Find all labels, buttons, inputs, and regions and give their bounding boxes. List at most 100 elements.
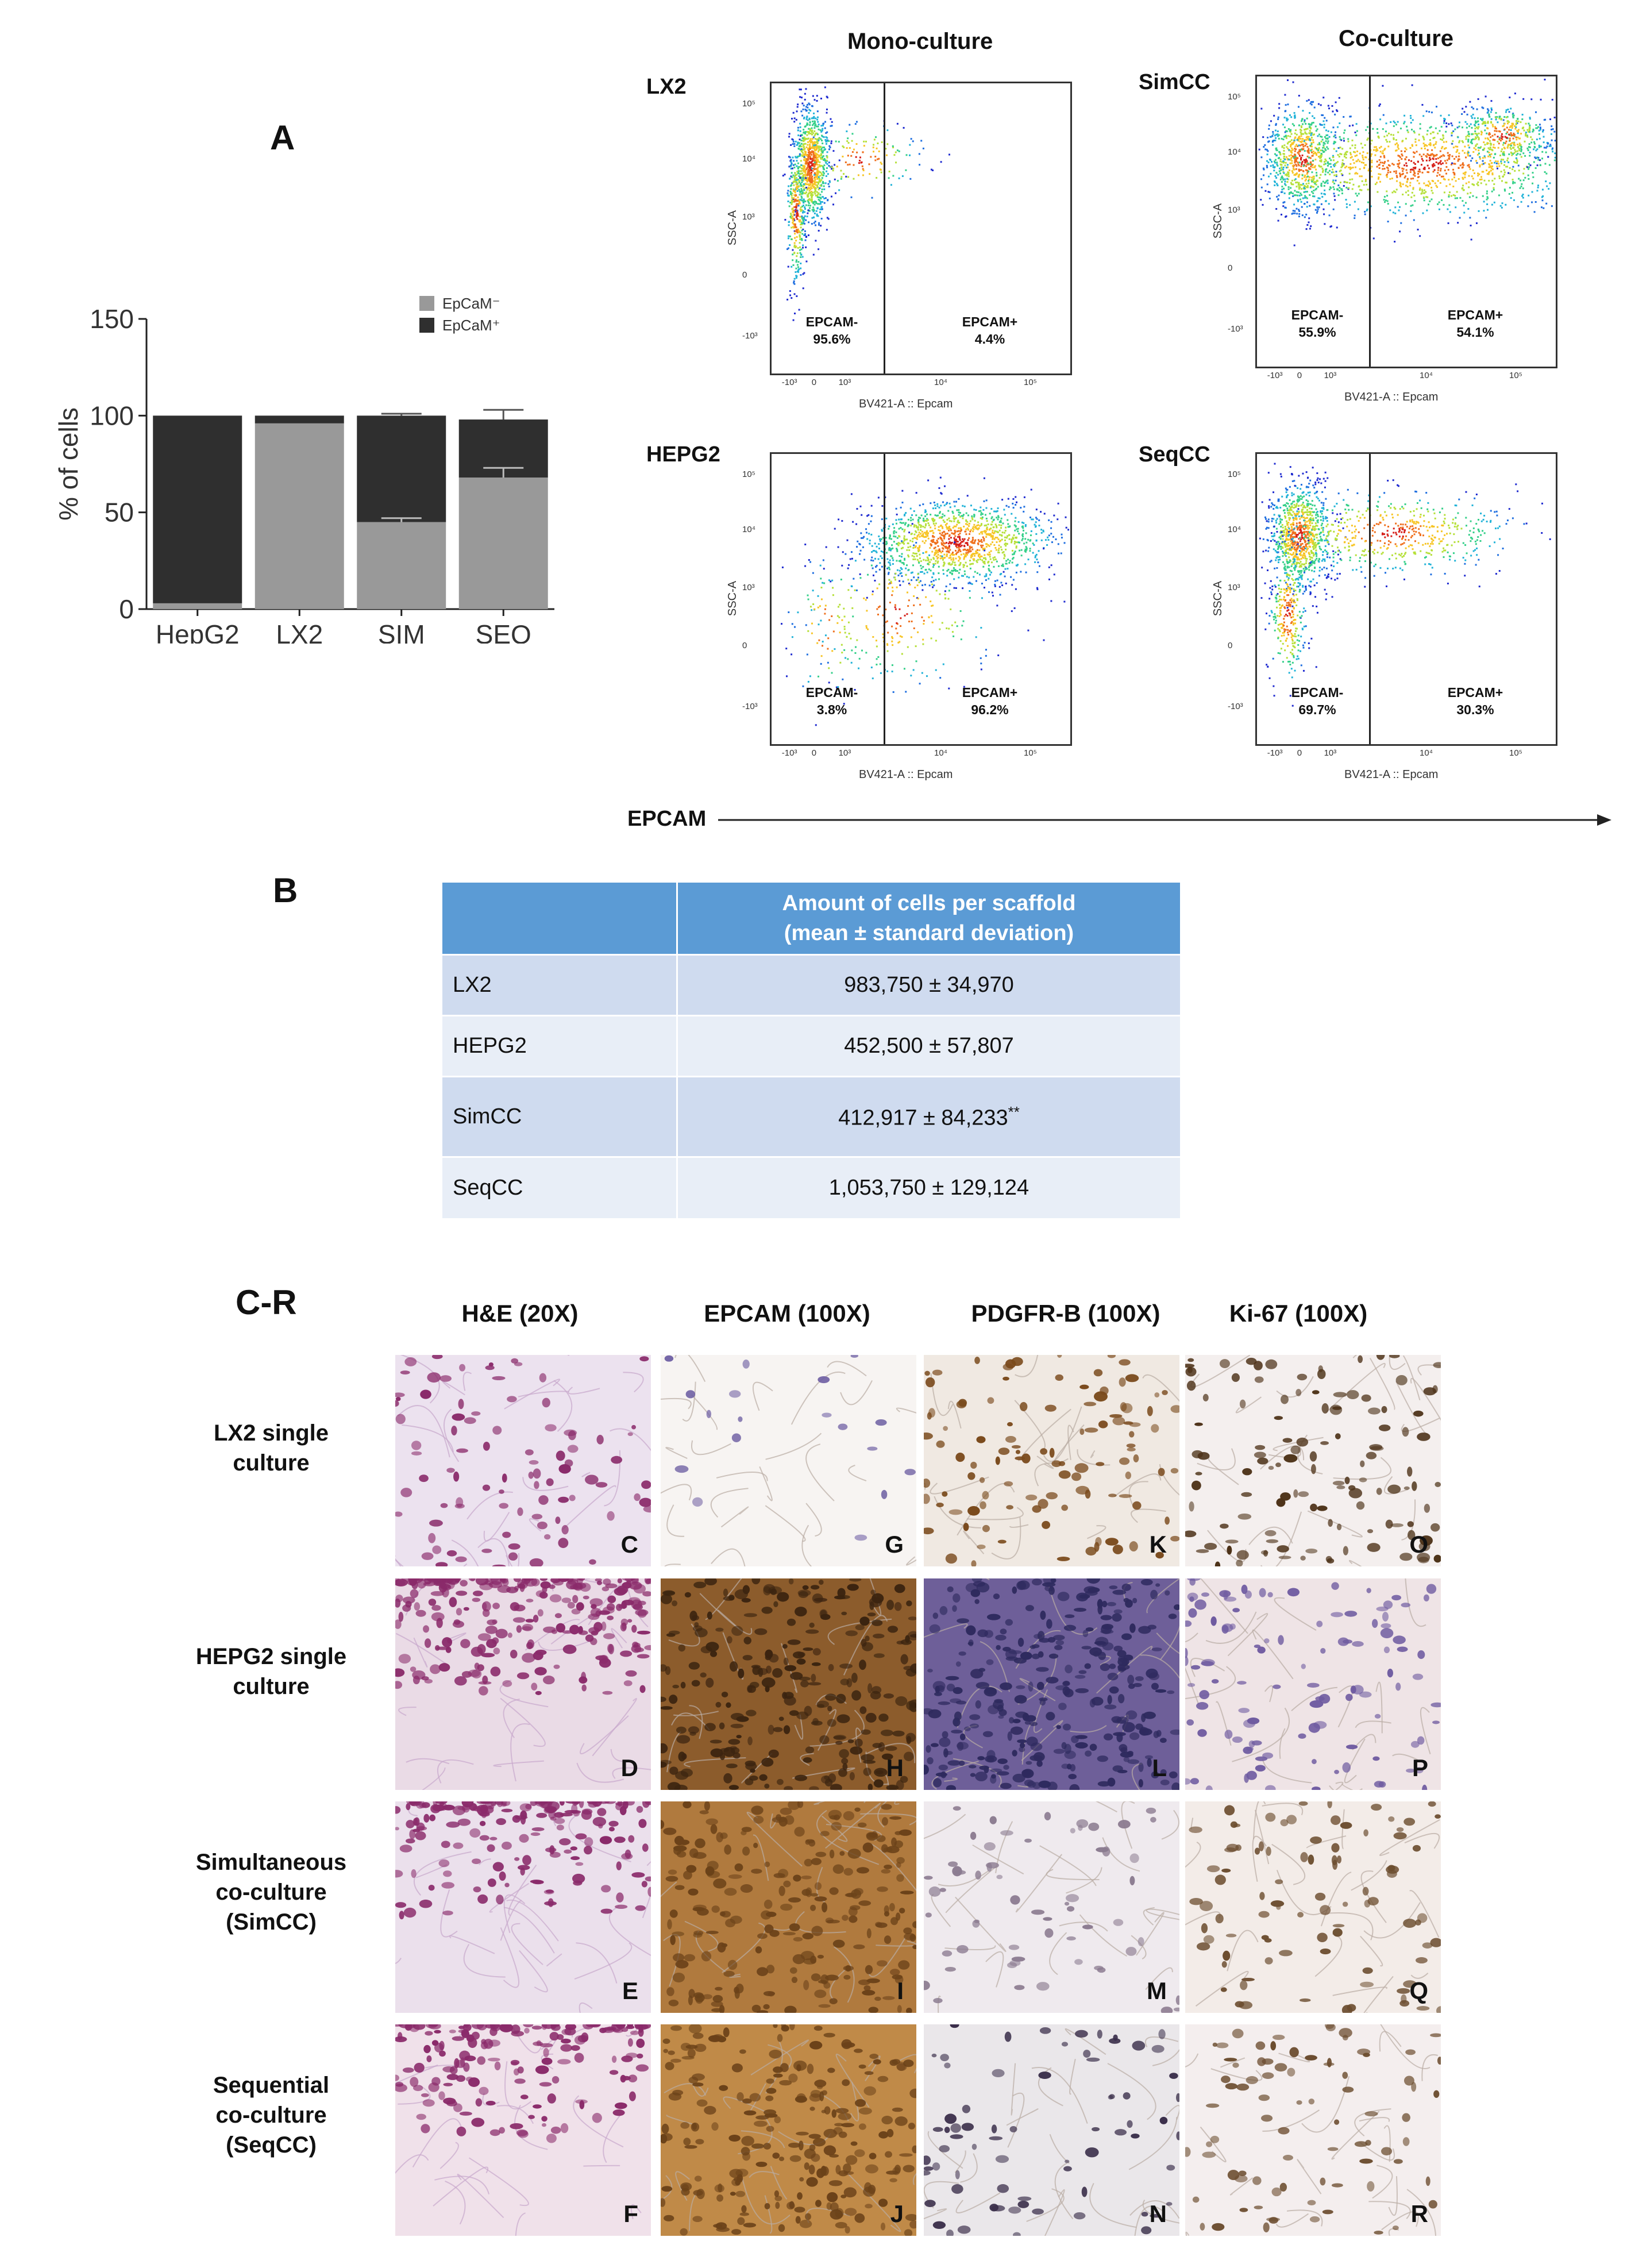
column-header: Ki-67 (100X)	[1229, 1300, 1368, 1327]
micrograph-texture	[1185, 1801, 1441, 2013]
flow-y-axis-label: SSC-A	[726, 210, 739, 245]
flow-x-axis-label: BV421-A :: Epcam	[1344, 768, 1439, 781]
flow-scatter-plot: EPCAM- 55.9% EPCAM+ 54.1%	[1255, 75, 1557, 368]
micrograph-tile: P	[1185, 1578, 1441, 1790]
row-label-line: co-culture	[215, 2103, 327, 2128]
micrograph-tile: K	[924, 1355, 1179, 1566]
panel-label-b: B	[273, 871, 298, 910]
gate-epcam-neg: EPCAM- 55.9%	[1283, 306, 1352, 341]
gate-name: EPCAM+	[1447, 307, 1503, 322]
cell-count-table: Amount of cells per scaffold (mean ± sta…	[442, 883, 1182, 1218]
table-cell-name: SimCC	[442, 1076, 678, 1157]
gate-epcam-pos: EPCAM+ 54.1%	[1441, 306, 1510, 341]
flow-dots	[782, 86, 950, 321]
micrograph-tile: G	[661, 1355, 916, 1566]
flow-y-tick: 10³	[1228, 583, 1240, 593]
flow-title-co: Co-culture	[1339, 26, 1453, 51]
column-header: EPCAM (100X)	[704, 1300, 870, 1327]
flow-x-tick: 10³	[1324, 748, 1337, 758]
flow-x-axis-label: BV421-A :: Epcam	[859, 768, 953, 781]
flow-x-tick: 0	[811, 378, 817, 387]
bar-epcam-neg	[255, 423, 344, 609]
micrograph-tile: H	[661, 1578, 916, 1790]
micrograph-texture	[924, 1578, 1179, 1790]
panel-letter: Q	[1409, 1977, 1428, 2004]
cell-value-text: 412,917 ± 84,233	[838, 1106, 1008, 1130]
flow-y-tick: 10³	[742, 212, 755, 222]
table-row: LX2 983,750 ± 34,970	[442, 954, 1182, 1016]
table-header-line1: Amount of cells per scaffold	[782, 891, 1076, 915]
flow-y-tick: 10⁴	[742, 525, 756, 535]
micrograph-texture	[395, 1355, 651, 1566]
legend-swatch	[419, 296, 434, 311]
table-cell-name: LX2	[442, 954, 678, 1016]
table-cell-value: 452,500 ± 57,807	[677, 1015, 1182, 1077]
gate-divider	[1369, 76, 1371, 367]
flow-x-tick: 10⁵	[1024, 378, 1037, 387]
micrograph-texture	[924, 1355, 1179, 1566]
panel-letter: P	[1412, 1754, 1428, 1781]
panel-letter: J	[890, 2200, 904, 2227]
panel-letter: E	[622, 1977, 638, 2004]
flow-y-tick: 0	[1228, 263, 1233, 274]
table-cell-name: HEPG2	[442, 1015, 678, 1077]
micrograph-texture	[1185, 1578, 1441, 1790]
panel-label-a: A	[270, 118, 295, 157]
micrograph-tile: F	[395, 2024, 651, 2236]
gate-epcam-neg: EPCAM- 3.8%	[797, 684, 866, 718]
gate-percent: 3.8%	[816, 702, 847, 717]
flow-x-tick: -10³	[1267, 371, 1283, 380]
gate-percent: 55.9%	[1298, 325, 1336, 340]
flow-y-tick: 0	[742, 270, 747, 280]
column-header: PDGFR-B (100X)	[971, 1300, 1160, 1327]
flow-title-mono: Mono-culture	[847, 29, 993, 54]
flow-dots	[781, 476, 1070, 726]
gate-divider	[884, 454, 885, 744]
flow-scatter-plot: EPCAM- 3.8% EPCAM+ 96.2%	[770, 452, 1072, 746]
row-label-line: (SeqCC)	[226, 2132, 317, 2158]
flow-y-axis-label: SSC-A	[726, 580, 739, 616]
flow-x-tick: -10³	[1267, 748, 1283, 758]
panel-letter: M	[1147, 1977, 1167, 2004]
gate-percent: 96.2%	[971, 702, 1009, 717]
cell-value-text: 1,053,750 ± 129,124	[828, 1175, 1030, 1200]
y-tick-label: 150	[90, 304, 134, 334]
gate-epcam-pos: EPCAM+ 96.2%	[955, 684, 1024, 718]
gate-percent: 95.6%	[813, 332, 851, 346]
panel-letter: H	[886, 1754, 904, 1781]
flow-scatter-plot: EPCAM- 95.6% EPCAM+ 4.4%	[770, 82, 1072, 375]
y-tick-label: 0	[119, 594, 134, 624]
flow-y-tick: 0	[1228, 641, 1233, 651]
flow-x-tick: -10³	[781, 378, 797, 387]
flow-y-tick: 10⁴	[742, 154, 756, 164]
micrograph-tile: Q	[1185, 1801, 1441, 2013]
legend-label: EpCaM⁻	[442, 295, 500, 312]
panel-letter: I	[897, 1977, 904, 2004]
table-cell-value: 1,053,750 ± 129,124	[677, 1156, 1182, 1218]
gate-divider	[884, 83, 885, 373]
table-cell-value: 412,917 ± 84,233**	[677, 1076, 1182, 1157]
micrograph-tile: D	[395, 1578, 651, 1790]
table-row: SimCC 412,917 ± 84,233**	[442, 1076, 1182, 1157]
row-label-line: HEPG2 single	[195, 1644, 347, 1669]
micrograph-tile: I	[661, 1801, 916, 2013]
micrograph-texture	[395, 1801, 651, 2013]
micrograph-tile: L	[924, 1578, 1179, 1790]
gate-name: EPCAM+	[1447, 685, 1503, 700]
flow-plot-label: HEPG2	[646, 442, 720, 467]
micrograph-texture	[924, 1801, 1179, 2013]
flow-y-tick: 10⁵	[1228, 469, 1241, 480]
micrograph-tile: R	[1185, 2024, 1441, 2236]
flow-y-tick: 10⁵	[1228, 92, 1241, 102]
flow-scatter-plot: EPCAM- 69.7% EPCAM+ 30.3%	[1255, 452, 1557, 746]
panel-letter: F	[623, 2200, 638, 2227]
flow-x-tick: 0	[1297, 748, 1302, 758]
panel-letter: K	[1149, 1531, 1167, 1558]
micrograph-texture	[395, 2024, 651, 2236]
y-tick-label: 50	[105, 498, 134, 527]
flow-x-tick: 10⁴	[934, 378, 948, 387]
gate-epcam-neg: EPCAM- 95.6%	[797, 313, 866, 348]
y-axis-title: % of cells	[53, 407, 83, 521]
bar-epcam-neg	[458, 478, 548, 609]
flow-x-tick: 10⁴	[934, 748, 948, 758]
